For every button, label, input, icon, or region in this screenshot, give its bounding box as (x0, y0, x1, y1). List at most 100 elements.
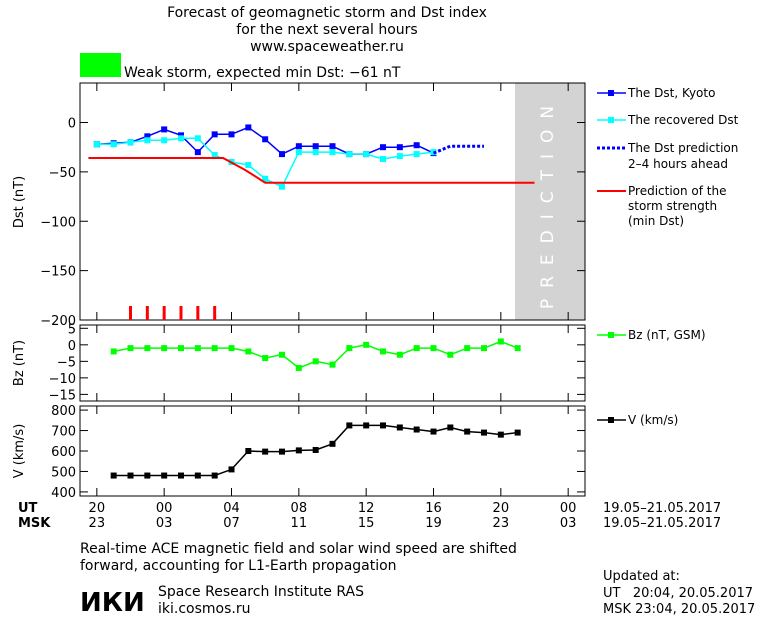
legend-bz-marker (608, 332, 614, 338)
institute-url: iki.cosmos.ru (158, 601, 250, 617)
v-plot-frame (79, 405, 586, 497)
dst-point (363, 151, 370, 158)
v-point (380, 422, 386, 429)
legend-recovered-marker (608, 117, 614, 123)
dst-point (228, 131, 235, 138)
legend-dst-kyoto-marker (608, 90, 614, 96)
legend-v-label: V (km/s) (628, 413, 678, 427)
updated-label: Updated at: (603, 569, 680, 584)
dst-point (127, 139, 134, 146)
bz-point (447, 351, 454, 358)
v-point (497, 431, 504, 438)
title-line-1: Forecast of geomagnetic storm and Dst in… (167, 5, 487, 21)
date-range-ut: 19.05–21.05.2017 (603, 501, 721, 516)
bz-ytick-label: −10 (49, 372, 76, 387)
dst-point (312, 149, 319, 156)
ut-tick-label: 00 (156, 501, 173, 516)
legend-storm-label-2: storm strength (628, 199, 717, 213)
v-point (481, 429, 487, 436)
dst-point (396, 153, 403, 160)
dst-point (312, 143, 319, 150)
bz-point (110, 348, 117, 355)
dst-ytick-label: 0 (68, 117, 76, 132)
ut-tick-label: 16 (425, 501, 442, 516)
v-point (178, 472, 184, 479)
updated-ut: UT 20:04, 20.05.2017 (603, 586, 753, 601)
dst-point (380, 156, 386, 163)
legend-bz-label: Bz (nT, GSM) (628, 328, 706, 342)
bz-point (329, 361, 336, 368)
dst-point (262, 136, 269, 143)
msk-tick-label: 03 (156, 516, 173, 531)
bz-ytick-label: 0 (68, 339, 76, 354)
site-url: www.spaceweather.ru (250, 39, 404, 55)
v-point (262, 448, 269, 455)
msk-tick-label: 03 (560, 516, 577, 531)
time-axis: UT MSK 19.05–21.05.2017 19.05–21.05.2017… (18, 501, 721, 531)
dst-point (279, 183, 285, 190)
msk-tick-label: 19 (425, 516, 442, 531)
ut-tick-label: 04 (223, 501, 240, 516)
v-point (127, 472, 134, 479)
dst-point (161, 137, 168, 144)
bz-point (127, 345, 134, 352)
bz-point (211, 345, 218, 352)
v-ytick-label: 400 (51, 486, 76, 501)
dst-ytick-label: −200 (40, 314, 76, 329)
legend-storm-label-1: Prediction of the (628, 184, 727, 198)
ut-tick-label: 20 (89, 501, 106, 516)
bz-ylabel: Bz (nT) (12, 340, 27, 386)
institute-name: Space Research Institute RAS (158, 584, 364, 600)
legend-dst-kyoto-label: The Dst, Kyoto (627, 86, 715, 100)
bz-point (178, 345, 184, 352)
v-point (279, 448, 285, 455)
legend-storm-label-3: (min Dst) (628, 214, 684, 228)
bz-ytick-label: 5 (68, 322, 76, 337)
dst-point (295, 149, 302, 156)
dst-series-the-dst-prediction-2-4-hours-ahead (432, 144, 484, 155)
bz-point (514, 345, 521, 352)
msk-tick-label: 11 (291, 516, 308, 531)
dst-series-prediction-of-the-storm-strength-min-dst- (88, 157, 535, 184)
v-point (144, 472, 151, 479)
ut-label: UT (18, 501, 38, 516)
footer-note-line-1: Real-time ACE magnetic field and solar w… (80, 541, 517, 557)
dst-ytick-label: −150 (40, 265, 76, 280)
dst-ytick-label: −50 (49, 166, 76, 181)
dst-point (144, 137, 151, 144)
v-ytick-label: 500 (51, 465, 76, 480)
dst-point (110, 141, 117, 148)
dst-ytick-label: −100 (40, 215, 76, 230)
dst-point (413, 142, 420, 149)
dst-point (93, 141, 100, 148)
v-ytick-label: 600 (51, 445, 76, 460)
v-point (464, 428, 471, 435)
v-point (110, 472, 117, 479)
prediction-region (515, 83, 585, 320)
msk-tick-label: 23 (89, 516, 106, 531)
ut-tick-label: 08 (291, 501, 308, 516)
msk-tick-label: 23 (493, 516, 510, 531)
bz-panel: Bz (nT) 5 0−5 −10−15 (12, 322, 586, 403)
v-legend: V (km/s) (597, 413, 678, 427)
v-ytick-label: 700 (51, 425, 76, 440)
bz-point (245, 348, 252, 355)
bz-point (312, 358, 319, 365)
legend-prediction-label-1: The Dst prediction (627, 141, 738, 155)
v-point (413, 426, 420, 433)
v-point (346, 422, 353, 429)
dst-point (329, 149, 336, 156)
bz-point (161, 345, 168, 352)
v-ytick-label: 800 (51, 404, 76, 419)
bz-ytick-label: −5 (57, 355, 76, 370)
bz-ytick-label: −15 (49, 388, 76, 403)
dst-plot-frame (79, 82, 586, 321)
dst-point (245, 124, 252, 131)
dst-point (194, 149, 201, 156)
dst-point (346, 151, 353, 158)
bz-point (144, 345, 151, 352)
msk-tick-label: 07 (223, 516, 240, 531)
bz-point (396, 351, 403, 358)
legend-prediction-label-2: 2–4 hours ahead (628, 157, 728, 171)
